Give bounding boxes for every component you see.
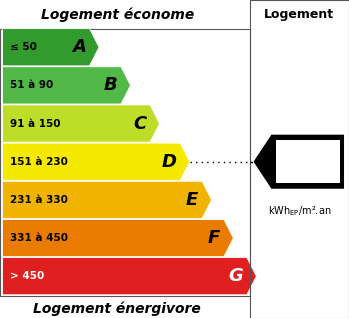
Text: A: A (72, 38, 86, 56)
Text: 231 à 330: 231 à 330 (10, 195, 68, 205)
Polygon shape (2, 219, 233, 257)
Text: G: G (228, 267, 243, 285)
Text: C: C (133, 114, 146, 133)
Text: 151 à 230: 151 à 230 (10, 157, 68, 167)
Polygon shape (2, 143, 190, 180)
Text: Logement: Logement (264, 8, 334, 21)
Text: kWh$_{\mathregular{EP}}$/m².an: kWh$_{\mathregular{EP}}$/m².an (268, 205, 331, 218)
Text: D: D (162, 153, 177, 171)
Text: 91 à 150: 91 à 150 (10, 119, 60, 128)
Text: E: E (186, 191, 198, 209)
Text: F: F (208, 229, 220, 247)
Text: Logement économe: Logement économe (40, 7, 194, 22)
Polygon shape (253, 135, 344, 189)
Bar (276, 140, 340, 183)
Text: Logement énergivore: Logement énergivore (34, 302, 201, 316)
Text: 331 à 450: 331 à 450 (10, 233, 68, 243)
Text: B: B (104, 76, 117, 94)
Text: ≤ 50: ≤ 50 (10, 42, 37, 52)
Bar (0, 29, 250, 296)
Polygon shape (2, 181, 211, 218)
Text: 51 à 90: 51 à 90 (10, 80, 53, 90)
Polygon shape (2, 29, 99, 66)
Polygon shape (2, 258, 257, 295)
Polygon shape (2, 105, 159, 142)
Text: > 450: > 450 (10, 271, 44, 281)
Polygon shape (2, 67, 131, 104)
